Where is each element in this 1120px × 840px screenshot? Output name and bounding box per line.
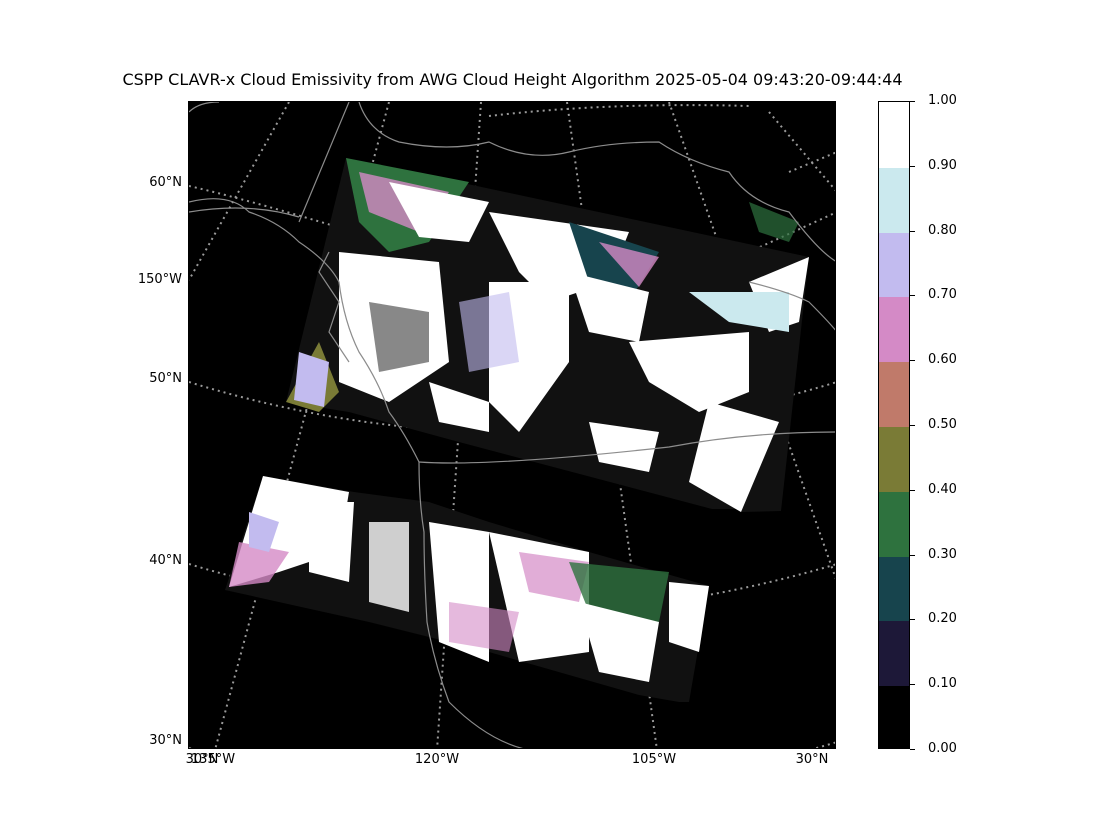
colorbar-tick-label: 0.30: [928, 546, 957, 562]
map-canvas: [189, 102, 835, 748]
colorbar-tick: [910, 165, 915, 167]
colorbar-tick: [910, 619, 915, 621]
coastlines: [189, 102, 835, 748]
border-line: [298, 102, 350, 223]
colorbar-tick: [910, 489, 915, 491]
colorbar-tick-label: 0.20: [928, 611, 957, 627]
map-panel: [188, 101, 836, 749]
colorbar-segment: [879, 166, 909, 233]
lat-label: 150°W: [137, 272, 182, 287]
satellite-swath-south: [225, 476, 709, 702]
colorbar-segment: [879, 102, 909, 168]
lon-label: 105°W: [631, 752, 677, 767]
satellite-swath-north: [286, 158, 809, 512]
lon-label: 135°W: [190, 752, 236, 767]
lat-label: 40°N: [149, 553, 182, 568]
colorbar-segment: [879, 685, 909, 748]
colorbar-segment: [879, 231, 909, 298]
coastline-north: [358, 102, 835, 262]
colorbar-segment: [879, 555, 909, 622]
colorbar-tick: [910, 230, 915, 232]
coastline-fragment: [189, 102, 220, 113]
colorbar-tick-label: 0.70: [928, 287, 957, 303]
graticule-line: [214, 102, 390, 748]
colorbar-tick-label: 0.60: [928, 352, 957, 368]
graticule-line: [768, 111, 835, 192]
colorbar-tick: [910, 295, 915, 297]
colorbar: [878, 101, 910, 749]
lat-label: 50°N: [149, 371, 182, 386]
lat-label: 30°N: [149, 733, 182, 748]
graticule-line: [668, 102, 835, 580]
colorbar-tick: [910, 684, 915, 686]
colorbar-tick: [910, 101, 915, 102]
colorbar-tick-label: 0.50: [928, 417, 957, 432]
colorbar-tick-label: 0.40: [928, 481, 957, 497]
coastline-hudson: [748, 281, 835, 331]
coastline-islands: [318, 251, 350, 363]
colorbar-tick-label: 0.90: [928, 157, 957, 173]
colorbar-segment: [879, 361, 909, 427]
colorbar-tick-label: 0.80: [928, 222, 957, 238]
lat-label: 60°N: [149, 175, 182, 190]
colorbar-segment: [879, 490, 909, 557]
lon-label: 120°W: [414, 752, 460, 767]
graticule-line: [189, 102, 290, 281]
colorbar-segment: [879, 296, 909, 363]
colorbar-segment: [879, 620, 909, 687]
graticule-line: [488, 104, 750, 117]
colorbar-tick-label: 1.00: [928, 93, 957, 108]
colorbar-tick: [910, 425, 915, 426]
coastline-west: [189, 198, 524, 748]
border-line: [418, 431, 835, 464]
lon-label: 30°N: [795, 752, 829, 767]
colorbar-tick-label: 0.10: [928, 676, 957, 692]
colorbar-segment: [879, 426, 909, 492]
colorbar-tick-label: 0.00: [928, 741, 957, 756]
coastline-fragment: [189, 207, 300, 218]
colorbar-tick: [910, 749, 915, 750]
chart-title: CSPP CLAVR-x Cloud Emissivity from AWG C…: [122, 70, 903, 89]
colorbar-tick: [910, 360, 915, 362]
colorbar-tick: [910, 554, 915, 556]
graticule-line: [788, 151, 835, 173]
lon-label: 30°N: [185, 752, 219, 767]
